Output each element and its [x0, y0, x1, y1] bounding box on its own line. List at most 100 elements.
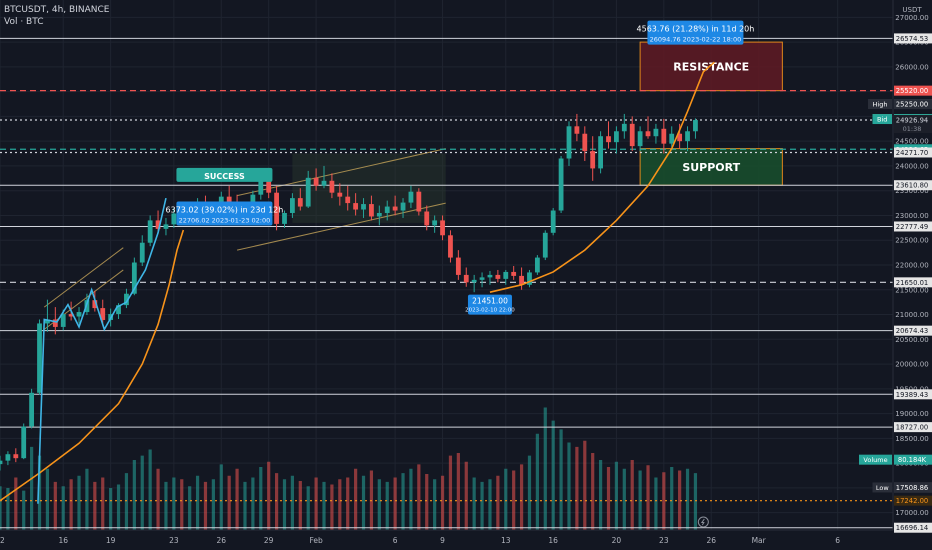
candle-body — [282, 212, 287, 224]
volume-bar — [527, 455, 532, 530]
chart-legend: BTCUSDT, 4h, BINANCE Vol · BTC — [4, 4, 109, 28]
volume-bar — [6, 488, 10, 530]
level-price-text: 20674.43 — [896, 327, 928, 335]
candle-body — [614, 131, 619, 143]
currency-label: USDT — [902, 6, 922, 14]
volume-bar — [385, 481, 389, 530]
volume-bar — [243, 481, 247, 530]
volume-bar — [551, 420, 555, 530]
candle-body — [131, 262, 137, 294]
volume-bar — [662, 472, 666, 530]
price-tick-label: 21000.00 — [895, 311, 928, 319]
candle-body — [511, 271, 517, 276]
volume-bar — [583, 440, 587, 530]
volume-bar — [425, 474, 429, 530]
volume-bar — [195, 475, 200, 530]
measure-box — [647, 20, 744, 45]
volume-bar — [172, 477, 176, 530]
time-tick-label: 23 — [659, 536, 669, 545]
candle-body — [29, 392, 35, 427]
volume-bar — [614, 461, 619, 530]
channel-line — [43, 247, 124, 308]
volume-bar — [448, 455, 453, 530]
level-price-text: 19389.43 — [896, 391, 928, 399]
candle-body — [68, 314, 74, 317]
candle-body — [645, 131, 651, 137]
candle-body — [637, 131, 643, 147]
level-price-text: 25520.00 — [896, 87, 928, 95]
candle-body — [685, 131, 690, 142]
volume-bar — [488, 479, 492, 530]
price-tick-label: 20500.00 — [895, 336, 928, 344]
candle-body — [100, 308, 106, 320]
time-tick-label: 12 — [0, 536, 5, 545]
level-price-text: 24271.70 — [896, 149, 928, 157]
tag-low-value: 17508.86 — [896, 484, 928, 492]
level-price-text: 16696.14 — [896, 524, 928, 532]
candle-body — [171, 213, 177, 225]
volume-bar — [267, 461, 271, 530]
volume-bar — [101, 477, 105, 530]
level-price-tag — [894, 180, 932, 191]
candle-body — [258, 180, 264, 195]
candle-body — [266, 180, 272, 193]
volume-bar — [346, 477, 350, 530]
success-label: SUCCESS — [204, 172, 245, 181]
tag-low-value-box — [894, 482, 932, 493]
candle-body — [321, 180, 327, 186]
candle-body — [471, 279, 477, 283]
volume-bar — [472, 477, 476, 530]
volume-bar — [219, 464, 223, 530]
volume-bar — [354, 468, 358, 530]
volume-bar — [678, 470, 682, 530]
candle-body — [274, 192, 279, 224]
volume-bar — [14, 477, 18, 530]
candle-body — [297, 198, 303, 207]
channel-line — [43, 269, 124, 330]
candle-body — [566, 126, 572, 159]
measure-title: 6373.02 (39.02%) in 23d 12h — [166, 205, 284, 214]
candle-body — [621, 123, 627, 132]
volume-bar — [188, 486, 192, 530]
level-price-text: 17242.00 — [896, 497, 928, 505]
support-label: SUPPORT — [682, 161, 740, 174]
volume-bar — [251, 477, 255, 530]
volume-bar — [180, 479, 184, 530]
candle-body — [534, 257, 540, 273]
candle-body — [13, 454, 19, 459]
volume-bar — [93, 481, 97, 530]
candle-body — [416, 191, 422, 212]
volume-bar — [85, 468, 89, 530]
time-tick-label: 26 — [706, 536, 716, 545]
volume-bar — [156, 468, 160, 530]
level-price-text: 22777.49 — [896, 223, 928, 231]
candle-body — [155, 220, 161, 229]
volume-bar — [37, 455, 42, 530]
price-tick-label: 23500.00 — [895, 187, 928, 195]
price-tick-label: 21500.00 — [895, 286, 928, 294]
time-tick-label: Feb — [309, 536, 323, 545]
candle-body — [400, 202, 406, 211]
time-tick-label: 13 — [501, 536, 511, 545]
candle-body — [329, 180, 335, 193]
candle-body — [598, 136, 604, 169]
volume-bar — [361, 475, 366, 530]
bar-countdown: 01:38 — [903, 125, 922, 133]
measure-title: 4563.76 (21.28%) in 11d 20h — [637, 25, 755, 34]
volume-bar — [464, 461, 468, 530]
volume-bar — [322, 481, 326, 530]
candle-body — [392, 206, 398, 211]
level-price-tag — [894, 325, 932, 336]
volume-bar — [417, 464, 421, 530]
candle-body — [669, 133, 675, 144]
orange-arc — [489, 61, 715, 293]
volume-bar — [393, 477, 397, 530]
resistance-label: RESISTANCE — [673, 60, 749, 73]
candle-body — [542, 232, 548, 258]
price-tick-label: 27000.00 — [895, 14, 928, 22]
level-price-tag — [894, 85, 932, 96]
level-price-tag — [894, 221, 932, 232]
volume-bar — [0, 486, 2, 530]
time-tick-label: Mar — [752, 536, 767, 545]
